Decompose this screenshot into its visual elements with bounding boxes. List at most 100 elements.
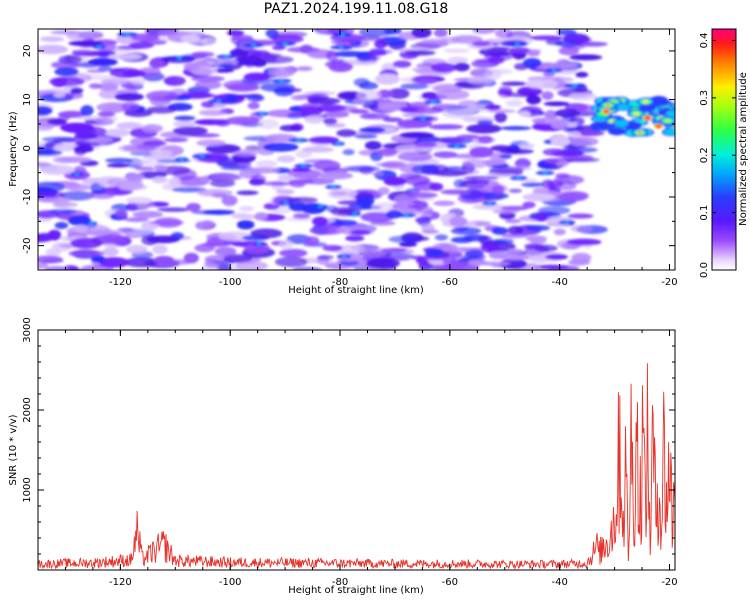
heatmap-cell: [374, 39, 388, 49]
heatmap-cell: [117, 45, 144, 50]
heatmap-cell: [397, 151, 433, 162]
heatmap-cell: [352, 212, 358, 216]
heatmap-cell: [338, 46, 344, 49]
heatmap-cell: [478, 46, 515, 57]
heatmap-cell: [529, 254, 550, 264]
heatmap-area: [38, 29, 675, 270]
snr-x-tick-label: -80: [332, 577, 348, 588]
colorbar: [711, 28, 737, 271]
heatmap-cell: [54, 67, 79, 77]
heatmap-cell: [158, 30, 192, 36]
heatmap-cell: [549, 61, 578, 70]
heatmap-cell: [60, 122, 95, 134]
snr-plot-area: [38, 330, 675, 570]
heatmap-cell: [428, 124, 464, 130]
heatmap-cell: [414, 216, 431, 223]
heatmap-cell: [38, 233, 51, 243]
heatmap-cell: [125, 173, 145, 182]
heatmap-cell: [282, 42, 288, 45]
heatmap-cell: [301, 146, 334, 153]
heatmap-cell: [174, 115, 196, 121]
heatmap-cell: [308, 136, 340, 144]
heatmap-cell: [278, 239, 294, 250]
heatmap-cell: [57, 115, 71, 121]
heatmap-cell: [130, 77, 146, 86]
heatmap-cell: [223, 254, 253, 264]
heatmap-cell: [608, 127, 627, 136]
heatmap-cell: [633, 112, 639, 116]
heatmap-cell: [91, 190, 106, 195]
heatmap-cell: [499, 258, 527, 270]
heatmap-cell: [434, 234, 448, 241]
heatmap-cell: [500, 126, 532, 131]
heatmap-cell: [262, 142, 299, 152]
heatmap-cell: [38, 255, 64, 264]
heatmap-cell: [287, 196, 318, 204]
heatmap-cell: [336, 129, 357, 137]
heatmap-cell: [125, 196, 153, 204]
heatmap-cell: [359, 113, 390, 120]
heatmap-cell: [290, 94, 307, 101]
heatmap-cell: [572, 84, 578, 88]
heatmap-cell: [216, 263, 232, 270]
heatmap-cell: [466, 123, 502, 134]
heatmap-cell: [122, 70, 146, 78]
heatmap-cell: [301, 164, 307, 168]
heatmap-cell: [259, 55, 294, 64]
heatmap-cell: [246, 93, 264, 103]
heatmap-cell: [524, 224, 551, 231]
heatmap-cell: [152, 244, 168, 255]
heatmap-cell: [489, 166, 524, 174]
heatmap-cell: [464, 250, 484, 258]
heatmap-cell: [566, 238, 602, 246]
heatmap-cell: [371, 171, 384, 177]
heatmap-cell: [507, 225, 524, 235]
heatmap-cell: [550, 136, 571, 147]
heatmap-cell: [482, 159, 507, 166]
heatmap-cell: [500, 205, 529, 211]
heatmap-cell: [535, 212, 549, 222]
heatmap-cell: [184, 63, 199, 72]
heatmap-cell: [186, 202, 201, 212]
heatmap-cell: [94, 117, 113, 124]
heatmap-cell: [205, 144, 241, 154]
heatmap-cell: [522, 193, 556, 202]
heatmap-y-tick-label: 20: [22, 45, 33, 58]
heatmap-cell: [58, 55, 83, 64]
heatmap-x-tick-label: -120: [109, 277, 132, 288]
snr-x-tick-label: -120: [109, 577, 132, 588]
snr-series-line: [38, 363, 675, 570]
heatmap-cell: [286, 46, 321, 53]
heatmap-cell: [322, 117, 338, 125]
heatmap-cell: [204, 258, 221, 268]
heatmap-cell: [399, 131, 435, 139]
heatmap-cell: [71, 49, 93, 54]
heatmap-cell: [292, 213, 311, 219]
heatmap-cell: [499, 154, 512, 159]
heatmap-cell: [440, 36, 461, 44]
heatmap-cell: [146, 106, 177, 114]
heatmap-cell: [509, 46, 531, 54]
heatmap-cell: [304, 115, 324, 124]
heatmap-cell: [79, 264, 114, 270]
heatmap-cell: [411, 255, 425, 260]
heatmap-cell: [235, 260, 269, 270]
heatmap-cell: [74, 224, 88, 234]
heatmap-cell: [366, 257, 400, 269]
heatmap-cell: [191, 75, 225, 82]
heatmap-cell: [285, 217, 315, 222]
heatmap-cell: [331, 191, 348, 196]
heatmap-cell: [152, 176, 168, 184]
heatmap-cell: [244, 167, 281, 174]
heatmap-cell: [212, 68, 234, 73]
heatmap-cell: [163, 137, 189, 143]
heatmap-cell: [88, 222, 94, 225]
heatmap-cell: [387, 88, 410, 100]
heatmap-cell: [524, 243, 545, 249]
heatmap-cell: [491, 226, 509, 235]
heatmap-cell: [254, 212, 268, 221]
heatmap-cell: [508, 188, 522, 193]
heatmap-cell: [68, 249, 105, 258]
heatmap-cell: [568, 92, 597, 101]
heatmap-cell: [471, 179, 490, 185]
